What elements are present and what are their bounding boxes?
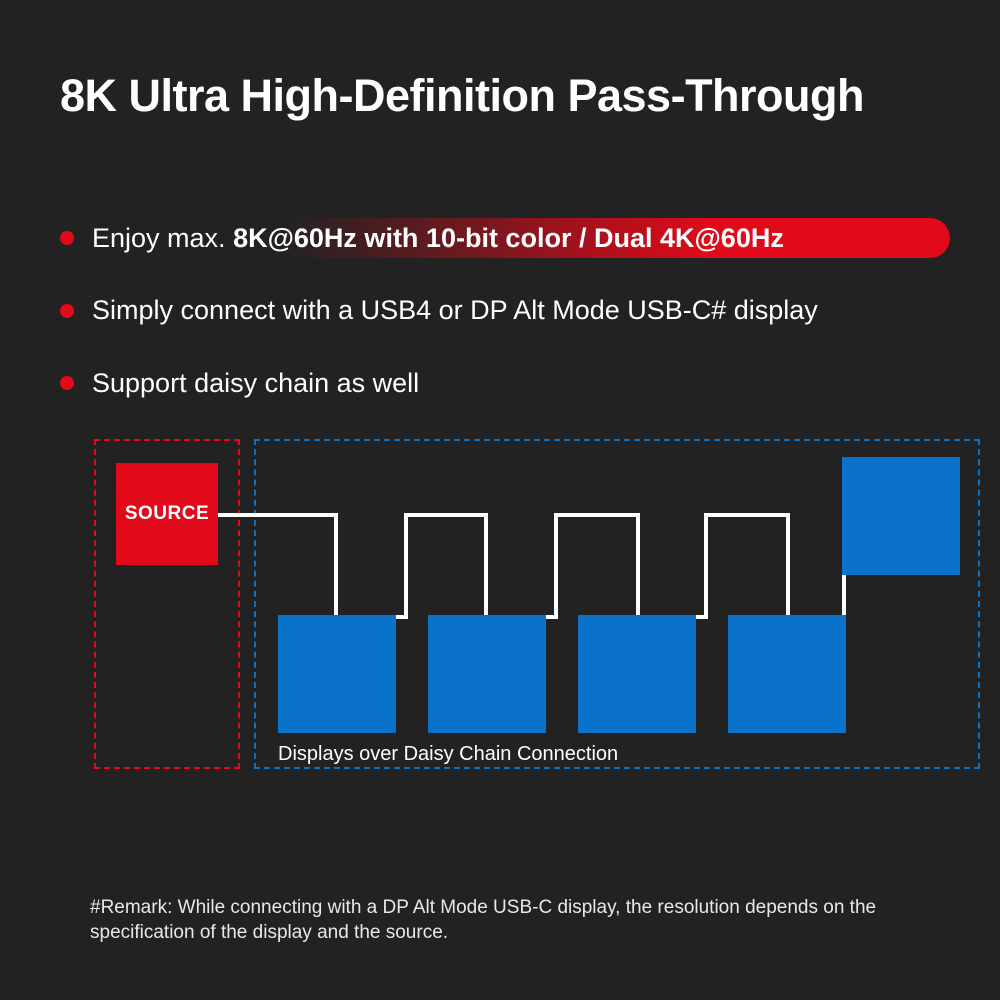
bullet-dot-icon — [60, 304, 74, 318]
bullet-dot-icon — [60, 376, 74, 390]
page-title: 8K Ultra High-Definition Pass-Through — [60, 70, 940, 122]
wire-seg — [704, 513, 790, 517]
bullet-1-bold: 8K@60Hz with 10-bit color / Dual 4K@60Hz — [233, 223, 784, 253]
display-node — [578, 615, 696, 733]
wire-seg — [404, 513, 408, 619]
daisy-chain-diagram: SOURCE Displays over Daisy Chain Connect… — [94, 439, 984, 779]
wire-seg — [404, 513, 488, 517]
bullet-3: Support daisy chain as well — [60, 367, 940, 399]
wire-seg — [218, 513, 338, 517]
display-node — [728, 615, 846, 733]
wire-seg — [636, 513, 640, 619]
bullet-1: Enjoy max. 8K@60Hz with 10-bit color / D… — [60, 222, 940, 254]
diagram-caption: Displays over Daisy Chain Connection — [278, 743, 618, 766]
bullet-2-text: Simply connect with a USB4 or DP Alt Mod… — [92, 294, 818, 326]
source-label: SOURCE — [125, 503, 209, 525]
wire-seg — [334, 513, 338, 619]
bullet-2: Simply connect with a USB4 or DP Alt Mod… — [60, 294, 940, 326]
bullet-1-prefix: Enjoy max. — [92, 223, 233, 253]
wire-seg — [704, 513, 708, 619]
wire-seg — [786, 513, 790, 619]
display-node — [278, 615, 396, 733]
wire-seg — [554, 513, 640, 517]
wire-seg — [842, 575, 846, 619]
source-node: SOURCE — [116, 463, 218, 565]
bullet-1-text: Enjoy max. 8K@60Hz with 10-bit color / D… — [92, 222, 784, 254]
bullet-list: Enjoy max. 8K@60Hz with 10-bit color / D… — [60, 222, 940, 399]
bullet-dot-icon — [60, 231, 74, 245]
display-node — [842, 457, 960, 575]
bullet-3-text: Support daisy chain as well — [92, 367, 419, 399]
wire-seg — [554, 513, 558, 619]
wire-seg — [484, 513, 488, 619]
remark-text: #Remark: While connecting with a DP Alt … — [90, 895, 960, 946]
display-node — [428, 615, 546, 733]
